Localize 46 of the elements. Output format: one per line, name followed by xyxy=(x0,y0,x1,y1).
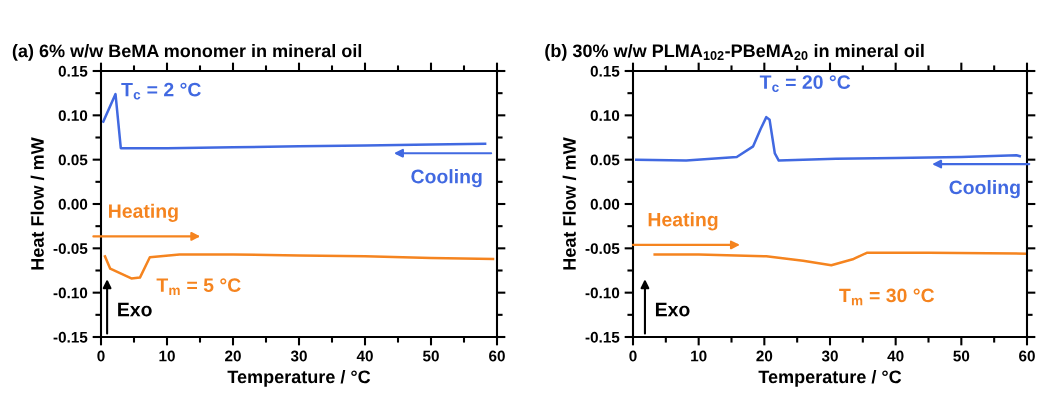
x-axis-title: Temperature / °C xyxy=(758,369,902,387)
x-tick-label: 0 xyxy=(629,350,637,362)
x-tick-label: 50 xyxy=(422,350,439,362)
y-tick-label: -0.10 xyxy=(53,287,88,299)
y-tick-label: -0.05 xyxy=(53,243,88,255)
y-tick-label: 0.10 xyxy=(58,110,88,122)
y-axis-title: Heat Flow / mW xyxy=(30,137,45,270)
annotation: Exo xyxy=(655,302,690,317)
x-tick-label: 20 xyxy=(225,350,241,362)
annotation: Cooling xyxy=(949,180,1020,199)
y-tick-label: 0.15 xyxy=(590,65,620,77)
x-tick-label: 50 xyxy=(953,350,970,362)
annotation: Cooling xyxy=(411,169,482,188)
line-series xyxy=(653,251,1027,267)
line-series xyxy=(103,253,495,280)
y-tick-label: -0.15 xyxy=(53,331,88,343)
annotation: T$_{c}$ = 20 °C xyxy=(759,75,851,92)
x-tick-label: 10 xyxy=(691,350,707,362)
annotation: Heating xyxy=(109,203,178,222)
y-tick-label: -0.15 xyxy=(585,331,620,343)
y-tick-label: 0.10 xyxy=(590,110,620,122)
x-tick-label: 10 xyxy=(159,350,175,362)
y-tick-label: 0.05 xyxy=(58,154,88,166)
y-tick-label: 0.00 xyxy=(58,198,88,210)
x-tick-label: 30 xyxy=(290,350,307,362)
y-axis-title: Heat Flow / mW xyxy=(562,137,577,270)
x-tick-label: 60 xyxy=(1019,350,1035,362)
x-tick-label: 40 xyxy=(887,350,904,362)
y-tick-label: -0.10 xyxy=(585,287,620,299)
annotation: Heating xyxy=(648,212,718,231)
chart-title: (b) 30% w/w PLMA$_{102}$-PBeMA$_{20}$ in mineral oil xyxy=(545,43,924,61)
x-tick-label: 0 xyxy=(97,350,105,362)
y-tick-label: -0.05 xyxy=(585,243,620,255)
x-tick-label: 20 xyxy=(756,350,773,362)
annotation: Exo xyxy=(118,302,152,317)
y-tick-label: 0.05 xyxy=(590,154,620,166)
x-axis-title: Temperature / °C xyxy=(227,369,371,387)
annotation: T$_{c}$ = 2 °C xyxy=(121,82,201,100)
annotation: T$_{m}$ = 5 °C xyxy=(156,278,241,295)
x-tick-label: 30 xyxy=(821,350,838,362)
x-tick-label: 60 xyxy=(489,350,505,362)
y-tick-label: 0.00 xyxy=(590,198,620,210)
x-tick-label: 40 xyxy=(356,350,373,362)
chart-title: (a) 6% w/w BeMA monomer in mineral oil xyxy=(12,44,362,61)
annotation: T$_{m}$ = 30 °C xyxy=(839,288,935,306)
y-tick-label: 0.15 xyxy=(58,65,88,77)
